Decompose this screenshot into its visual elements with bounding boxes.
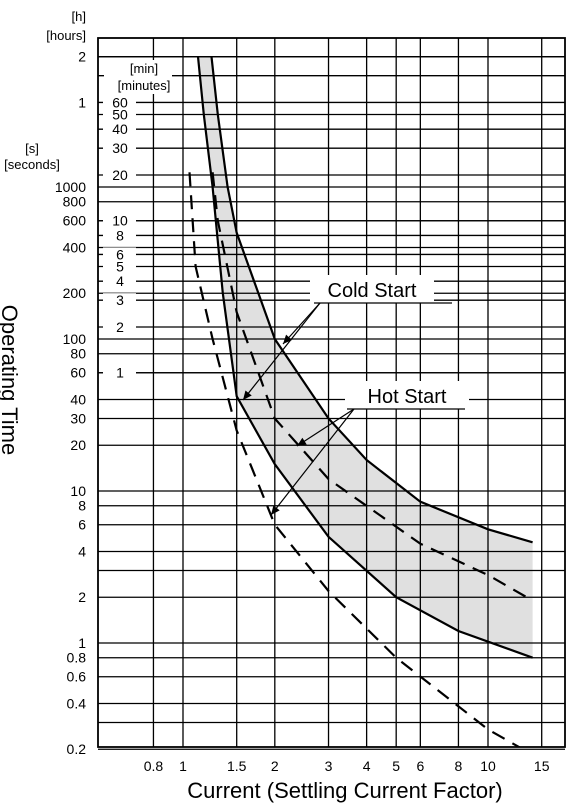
- unit-label-hours: [h]: [72, 9, 86, 24]
- y-tick-label-seconds: 30: [70, 410, 86, 426]
- y-tick-label-seconds: 10: [70, 483, 86, 499]
- y-tick-label-minutes: 3: [116, 292, 124, 308]
- y-tick-label-minutes: 1: [116, 365, 124, 381]
- y-tick-label-minutes: 8: [116, 227, 124, 243]
- y-tick-label-minutes: 10: [112, 213, 128, 229]
- annotation-arrow: [296, 408, 355, 447]
- y-tick-label-seconds: 6: [78, 517, 86, 533]
- x-tick-label: 15: [534, 758, 550, 774]
- y-tick-label-seconds: 2: [78, 589, 86, 605]
- annotation-arrow: [270, 408, 355, 516]
- x-tick-label: 2: [271, 758, 279, 774]
- y-tick-label-seconds: 20: [70, 437, 86, 453]
- minute-label-bg: [103, 293, 136, 307]
- y-tick-label-minutes: 30: [112, 140, 128, 156]
- unit-label-minutes: [minutes]: [118, 78, 171, 93]
- minute-label-bg: [103, 95, 136, 109]
- hot-start-upper-curve: [211, 172, 534, 602]
- x-tick-label: 4: [363, 758, 371, 774]
- y-tick-label-seconds: 600: [63, 213, 87, 229]
- y-tick-label-minutes: 60: [112, 94, 128, 110]
- minute-label-bg: [103, 122, 136, 136]
- annotation-arrowhead: [271, 505, 280, 515]
- minute-label-bg: [103, 247, 136, 261]
- y-tick-label-minutes: 2: [116, 319, 124, 335]
- y-tick-label-seconds: 200: [63, 285, 87, 301]
- y-tick-label-seconds: 1: [78, 635, 86, 651]
- x-tick-label: 5: [392, 758, 400, 774]
- x-tick-label: 8: [455, 758, 463, 774]
- y-tick-label-seconds: 800: [63, 194, 87, 210]
- minute-label-bg: [103, 228, 136, 242]
- unit-label-hours: [hours]: [46, 28, 86, 43]
- cold-start-lower-curve: [196, 56, 533, 659]
- y-tick-label-hours: 1: [78, 94, 86, 110]
- annotation-label: Hot Start: [368, 386, 447, 408]
- cold-start-band: [198, 56, 533, 658]
- y-tick-label-seconds: 0.8: [67, 650, 87, 666]
- annotation-bg: [310, 275, 434, 303]
- minute-label-bg: [103, 167, 136, 181]
- x-tick-label: 1.5: [227, 758, 247, 774]
- y-tick-label-minutes: 20: [112, 167, 128, 183]
- y-tick-label-seconds: 0.6: [67, 669, 87, 685]
- unit-label-seconds: [seconds]: [4, 157, 60, 172]
- y-tick-label-seconds: 4: [78, 543, 86, 559]
- y-tick-label-seconds: 40: [70, 391, 86, 407]
- x-tick-label: 6: [416, 758, 424, 774]
- minutes-unit-bg: [104, 60, 172, 94]
- x-axis-title: Current (Settling Current Factor): [187, 778, 502, 803]
- plot-frame: [97, 37, 566, 748]
- x-tick-label: 10: [480, 758, 496, 774]
- minute-label-bg: [103, 141, 136, 155]
- x-tick-label: 3: [325, 758, 333, 774]
- minute-label-bg: [103, 365, 136, 379]
- y-tick-label-seconds: 0.2: [67, 741, 87, 757]
- unit-label-seconds: [s]: [25, 141, 39, 156]
- annotation-arrow: [242, 302, 321, 401]
- minute-label-bg: [103, 213, 136, 227]
- y-tick-label-minutes: 4: [116, 273, 124, 289]
- annotation-arrowhead: [243, 390, 252, 400]
- y-tick-label-seconds: 60: [70, 365, 86, 381]
- y-tick-label-minutes: 40: [112, 121, 128, 137]
- minute-label-bg: [103, 319, 136, 333]
- annotation-arrowhead: [283, 334, 292, 344]
- minute-label-bg: [103, 107, 136, 121]
- y-tick-label-seconds: 400: [63, 239, 87, 255]
- x-tick-label: 0.8: [144, 758, 164, 774]
- y-tick-label-hours: 2: [78, 49, 86, 65]
- y-tick-label-seconds: 1000: [55, 179, 86, 195]
- x-tick-label: 1: [179, 758, 187, 774]
- hot-start-lower-curve: [188, 172, 522, 747]
- cold-start-upper-curve: [210, 56, 533, 544]
- annotation-bg: [345, 381, 469, 409]
- y-tick-label-minutes: 6: [116, 246, 124, 262]
- y-tick-label-seconds: 8: [78, 498, 86, 514]
- y-tick-label-minutes: 5: [116, 258, 124, 274]
- unit-label-minutes: [min]: [130, 61, 158, 76]
- y-tick-label-seconds: 100: [63, 331, 87, 347]
- annotation-arrowhead: [297, 437, 307, 446]
- minute-label-bg: [103, 274, 136, 288]
- y-axis-title: Operating Time: [0, 305, 22, 455]
- minute-label-bg: [103, 259, 136, 273]
- annotation-label: Cold Start: [328, 280, 417, 302]
- y-tick-label-seconds: 80: [70, 346, 86, 362]
- y-tick-label-minutes: 50: [112, 106, 128, 122]
- y-tick-label-seconds: 0.4: [67, 695, 87, 711]
